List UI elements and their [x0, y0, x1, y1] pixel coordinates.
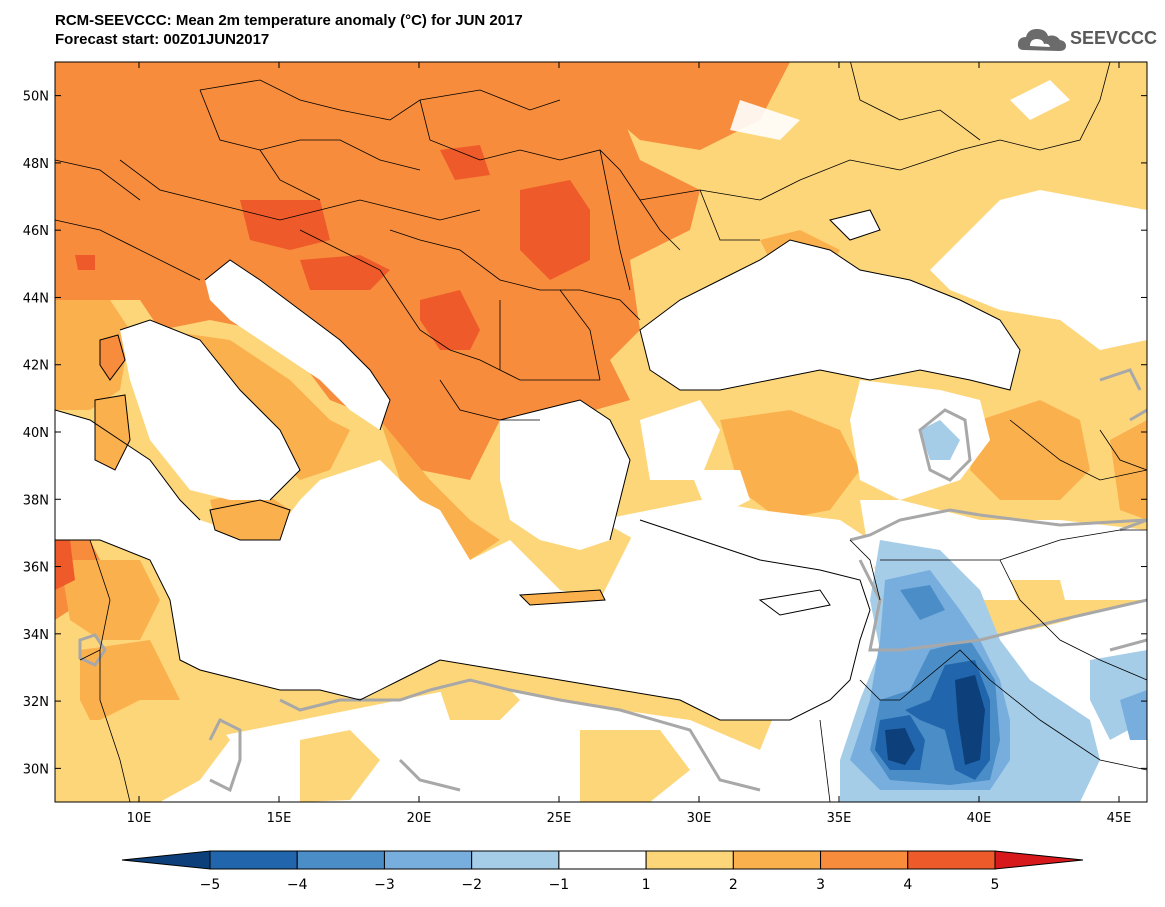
lon-label: 40E — [967, 811, 992, 826]
lat-label: 50N — [23, 90, 49, 105]
lat-label: 30N — [23, 762, 49, 777]
colorbar-bin — [209, 850, 298, 870]
lon-label: 10E — [127, 811, 152, 826]
colorbar-labels: −5 −4 −3 −2 −1 1 2 3 4 5 — [200, 877, 1000, 893]
colorbar-bin — [296, 850, 385, 870]
colorbar-label: 3 — [816, 877, 825, 893]
seevccc-logo: SEEVCCC — [1016, 24, 1158, 54]
colorbar-label: 1 — [642, 877, 651, 893]
colorbar-bin — [645, 850, 734, 870]
africa-positive-areas — [55, 580, 1070, 802]
negative-anomaly-areas — [840, 420, 1147, 802]
colorbar — [121, 850, 1084, 870]
lon-label: 15E — [267, 811, 292, 826]
lat-label: 46N — [23, 224, 49, 239]
lat-label: 48N — [23, 157, 49, 172]
lon-label: 30E — [687, 811, 712, 826]
colorbar-bin — [383, 850, 473, 870]
colorbar-label: −2 — [461, 877, 482, 893]
colorbar-bin — [558, 850, 647, 870]
colorbar-label: 2 — [729, 877, 738, 893]
lat-label: 40N — [23, 426, 49, 441]
title-line-2: Forecast start: 00Z01JUN2017 — [55, 31, 270, 48]
lat-label: 36N — [23, 561, 49, 576]
map-area — [55, 62, 1147, 802]
colorbar-label: −1 — [549, 877, 570, 893]
lat-label: 32N — [23, 695, 49, 710]
logo-text: SEEVCCC — [1070, 28, 1158, 48]
zero-contour-lines — [78, 368, 1147, 793]
coastlines — [55, 209, 1021, 721]
map-title: RCM-SEEVCCC: Mean 2m temperature anomaly… — [55, 11, 523, 49]
colorbar-label: −5 — [200, 877, 221, 893]
lat-label: 34N — [23, 628, 49, 643]
colorbar-bin — [732, 850, 822, 870]
colorbar-max-triangle — [994, 850, 1084, 870]
country-borders — [55, 62, 1147, 802]
colorbar-label: −3 — [374, 877, 395, 893]
lon-label: 35E — [827, 811, 852, 826]
colorbar-bin — [907, 850, 996, 870]
lon-label: 20E — [407, 811, 432, 826]
title-line-1: RCM-SEEVCCC: Mean 2m temperature anomaly… — [55, 12, 523, 29]
colorbar-bin — [820, 850, 909, 870]
lat-label: 44N — [23, 291, 49, 306]
cloud-logo-icon — [1017, 29, 1066, 51]
colorbar-min-triangle — [121, 850, 211, 870]
colorbar-label: 4 — [903, 877, 912, 893]
colorbar-label: 5 — [991, 877, 1000, 893]
latitude-labels: 50N 48N 46N 44N 42N 40N 38N 36N 34N 32N 30N — [23, 90, 1147, 777]
lat-label: 42N — [23, 359, 49, 374]
lat-label: 38N — [23, 493, 49, 508]
lon-label: 45E — [1107, 811, 1132, 826]
colorbar-bin — [471, 850, 560, 870]
lon-label: 25E — [547, 811, 572, 826]
longitude-labels: 10E 15E 20E 25E 30E 35E 40E 45E — [127, 62, 1132, 826]
colorbar-label: −4 — [287, 877, 308, 893]
seas — [55, 210, 1020, 720]
